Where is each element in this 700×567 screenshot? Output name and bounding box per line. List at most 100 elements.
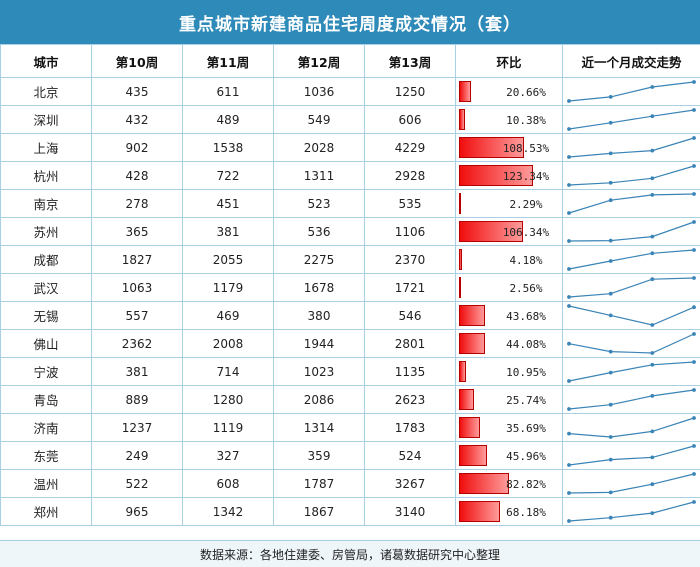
week-11-cell: 2055 [183,246,274,274]
header-trend: 近一个月成交走势 [563,45,700,78]
week-11-cell: 1119 [183,414,274,442]
trend-sparkline-cell [563,190,700,218]
week-10-cell: 889 [92,386,183,414]
trend-point-week-12 [650,363,654,367]
trend-point-week-12 [650,193,654,197]
week-11-cell: 2008 [183,330,274,358]
trend-sparkline [563,386,700,413]
change-bar [459,361,466,382]
trend-point-week-13 [692,220,696,224]
change-cell: 106.34% [456,218,563,246]
trend-point-week-11 [609,371,613,375]
week-10-cell: 381 [92,358,183,386]
change-bar [459,277,461,298]
header-change: 环比 [456,45,563,78]
change-cell: 45.96% [456,442,563,470]
trend-point-week-10 [567,267,571,271]
trend-point-week-13 [692,416,696,420]
trend-point-week-10 [567,155,571,159]
trend-point-week-12 [650,235,654,239]
trend-point-week-13 [692,444,696,448]
trend-sparkline [563,78,700,105]
week-11-cell: 451 [183,190,274,218]
change-cell: 25.74% [456,386,563,414]
week-12-cell: 1023 [274,358,365,386]
trend-sparkline-cell [563,106,700,134]
trend-point-week-10 [567,491,571,495]
change-value: 68.18% [472,506,546,519]
change-value: 123.34% [469,170,549,183]
trend-sparkline-cell [563,330,700,358]
week-12-cell: 523 [274,190,365,218]
week-11-cell: 611 [183,78,274,106]
change-value: 4.18% [475,254,542,267]
trend-point-week-11 [609,198,613,202]
week-12-cell: 1036 [274,78,365,106]
trend-point-week-10 [567,211,571,215]
trend-sparkline-cell [563,470,700,498]
week-12-cell: 549 [274,106,365,134]
trend-sparkline-cell [563,246,700,274]
week-10-cell: 557 [92,302,183,330]
change-value: 25.74% [472,394,546,407]
trend-line [569,362,694,381]
trend-point-week-10 [567,99,571,103]
week-13-cell: 1783 [365,414,456,442]
change-value: 82.82% [472,478,546,491]
trend-point-week-13 [692,500,696,504]
trend-point-week-11 [609,95,613,99]
trend-line [569,278,694,297]
city-cell: 深圳 [1,106,92,134]
trend-point-week-12 [650,511,654,515]
trend-point-week-11 [609,403,613,407]
change-bar [459,193,461,214]
trend-point-week-12 [650,323,654,327]
week-13-cell: 1250 [365,78,456,106]
week-13-cell: 2801 [365,330,456,358]
trend-sparkline-cell [563,498,700,526]
week-13-cell: 2370 [365,246,456,274]
trend-sparkline [563,190,700,217]
trend-sparkline-cell [563,302,700,330]
trend-sparkline-cell [563,442,700,470]
trend-point-week-13 [692,108,696,112]
city-cell: 成都 [1,246,92,274]
trend-sparkline [563,246,700,273]
week-12-cell: 359 [274,442,365,470]
trend-point-week-12 [650,251,654,255]
city-cell: 宁波 [1,358,92,386]
change-value: 106.34% [469,226,549,239]
trend-point-week-10 [567,239,571,243]
trend-point-week-12 [650,430,654,434]
trend-point-week-12 [650,277,654,281]
trend-line [569,418,694,437]
week-13-cell: 3140 [365,498,456,526]
city-cell: 南京 [1,190,92,218]
header-week-10: 第10周 [92,45,183,78]
trend-line [569,222,694,241]
change-cell: 10.95% [456,358,563,386]
week-11-cell: 381 [183,218,274,246]
trend-sparkline [563,106,700,133]
header-city: 城市 [1,45,92,78]
week-11-cell: 469 [183,302,274,330]
city-cell: 济南 [1,414,92,442]
trend-point-week-13 [692,472,696,476]
trend-line [569,166,694,185]
trend-point-week-10 [567,127,571,131]
chart-title: 重点城市新建商品住宅周度成交情况（套） [0,0,700,44]
trend-point-week-12 [650,149,654,153]
week-10-cell: 278 [92,190,183,218]
trend-line [569,138,694,157]
city-cell: 郑州 [1,498,92,526]
city-cell: 佛山 [1,330,92,358]
change-value: 108.53% [469,142,549,155]
